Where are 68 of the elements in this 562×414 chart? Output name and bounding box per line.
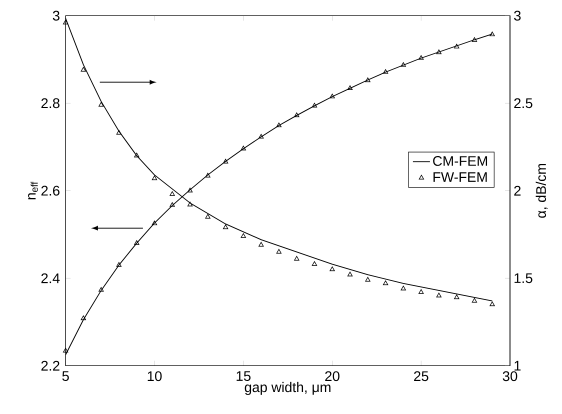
point (276, 249, 282, 254)
x-tick-label: 15 (236, 371, 251, 381)
point (454, 294, 460, 300)
point (170, 202, 175, 207)
y-tick-label: 2.4 (41, 273, 60, 284)
point (418, 55, 424, 60)
point (330, 266, 335, 272)
y2-tick-label: 2.5 (514, 98, 532, 108)
point (205, 214, 210, 219)
point (472, 298, 478, 303)
x-axis-title: gap width, μm (244, 382, 330, 395)
point (240, 146, 246, 150)
x-tick-label: 20 (325, 371, 340, 382)
point (436, 292, 442, 298)
point (152, 220, 158, 226)
y-tick-label: 2.6 (41, 186, 60, 196)
point (312, 102, 318, 108)
x-tick-label: 10 (148, 371, 162, 382)
legend-label: CM-FEM (433, 156, 488, 166)
point (98, 102, 104, 107)
point (134, 240, 140, 245)
point (205, 172, 210, 178)
point (222, 224, 228, 230)
legend-label: FW-FEM (434, 172, 487, 182)
y-tick-label: 2.2 (41, 360, 60, 371)
x-tick-label: 30 (502, 371, 518, 382)
x-tick-label: 5 (62, 371, 69, 381)
point (365, 277, 370, 282)
point (116, 130, 122, 135)
y-tick-label: 3 (52, 10, 60, 21)
point (276, 122, 282, 128)
point (152, 176, 158, 180)
point (222, 158, 228, 164)
point (258, 134, 264, 139)
point (80, 67, 86, 72)
point (382, 69, 388, 74)
point (347, 272, 353, 276)
point (472, 37, 478, 42)
point (365, 78, 370, 82)
point (258, 242, 264, 247)
point (187, 202, 193, 206)
point (98, 287, 104, 292)
y-axis-title: n$_{eff}$ (28, 182, 38, 200)
point (454, 44, 460, 48)
point (330, 94, 335, 98)
point (400, 62, 406, 67)
y-tick-label: 2.8 (41, 98, 60, 108)
point (240, 233, 246, 238)
point (170, 191, 175, 196)
point (312, 261, 318, 266)
point (436, 50, 442, 54)
point (400, 286, 406, 290)
y2-axis-title: α, dB/cm (536, 164, 548, 218)
point (187, 188, 193, 192)
point (294, 256, 300, 261)
point (63, 348, 68, 352)
y2-tick-label: 2 (514, 186, 521, 196)
point (80, 316, 86, 320)
point (134, 152, 140, 158)
y2-tick-label: 1.5 (514, 273, 532, 284)
y2-tick-label: 1 (514, 360, 521, 370)
point (418, 289, 424, 294)
x-tick-label: 25 (414, 371, 428, 382)
point (382, 280, 388, 286)
y2-tick-label: 3 (514, 10, 521, 21)
point (294, 112, 300, 118)
point (347, 85, 353, 90)
point (116, 262, 122, 267)
